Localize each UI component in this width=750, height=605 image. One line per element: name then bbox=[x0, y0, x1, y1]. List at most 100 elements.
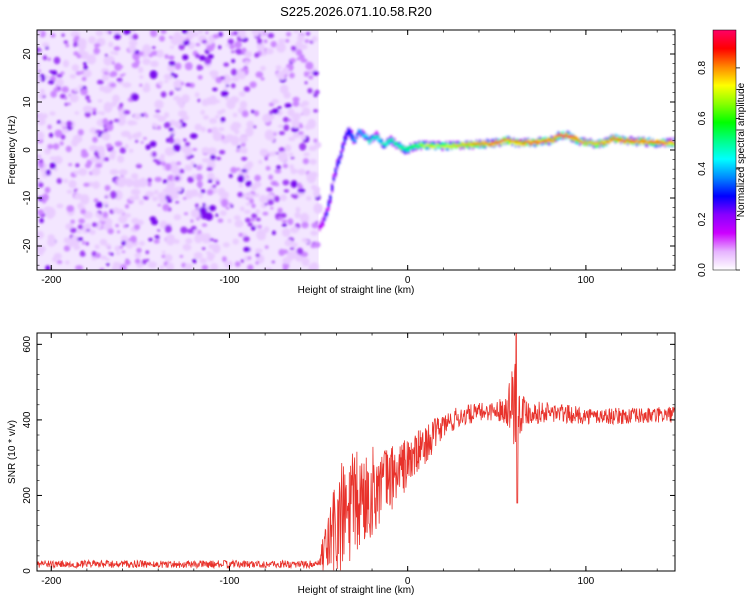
track-cell bbox=[642, 141, 645, 144]
track-cell bbox=[521, 143, 524, 145]
track-cell bbox=[612, 135, 615, 138]
noise-blob bbox=[232, 75, 240, 82]
noise-blob bbox=[211, 42, 216, 47]
track-cell bbox=[539, 142, 542, 144]
noise-blob bbox=[290, 180, 298, 188]
noise-blob bbox=[45, 169, 51, 176]
snr-panel: -200 -100 0 100 0 200 400 600 Height of straig… bbox=[7, 332, 676, 596]
track-cell bbox=[662, 140, 665, 144]
noise-blob bbox=[95, 201, 103, 208]
track-cell bbox=[357, 130, 360, 134]
noise-blob bbox=[121, 250, 126, 253]
noise-blob bbox=[56, 73, 63, 78]
track-cell bbox=[384, 141, 387, 145]
noise-blob bbox=[174, 120, 182, 129]
noise-blob bbox=[71, 64, 80, 72]
noise-blob bbox=[157, 203, 162, 207]
noise-blob bbox=[216, 156, 222, 161]
noise-blob bbox=[70, 219, 75, 224]
track-cell bbox=[364, 135, 367, 140]
track-cell bbox=[377, 135, 380, 138]
noise-blob bbox=[50, 90, 57, 98]
track-cell bbox=[322, 221, 325, 226]
track-cell bbox=[384, 144, 387, 147]
track-cell bbox=[503, 139, 506, 142]
track-cell bbox=[537, 140, 540, 143]
noise-blob bbox=[206, 252, 215, 262]
track-cell bbox=[373, 136, 376, 141]
track-cell bbox=[400, 145, 403, 149]
track-cell bbox=[577, 137, 580, 141]
noise-blob bbox=[92, 107, 97, 112]
track-cell bbox=[364, 134, 367, 137]
noise-blob bbox=[286, 32, 292, 37]
track-cell bbox=[641, 140, 644, 144]
colorbar-tick-label: 0.2 bbox=[697, 212, 708, 226]
track-cell bbox=[619, 137, 622, 141]
noise-blob bbox=[253, 30, 260, 37]
noise-blob bbox=[314, 141, 322, 149]
track-cell bbox=[671, 140, 674, 143]
noise-blob bbox=[173, 79, 183, 89]
track-cell bbox=[512, 139, 515, 142]
noise-blob bbox=[140, 141, 144, 144]
track-cell bbox=[388, 139, 391, 143]
track-cell bbox=[318, 224, 321, 230]
noise-blob bbox=[89, 229, 96, 235]
noise-blob bbox=[262, 31, 267, 35]
track-cell bbox=[441, 144, 444, 151]
noise-blob bbox=[240, 142, 246, 147]
noise-blob bbox=[42, 42, 50, 47]
noise-blob bbox=[247, 264, 254, 270]
noise-blob bbox=[308, 71, 312, 74]
noise-blob bbox=[122, 82, 132, 88]
track-cell bbox=[487, 144, 490, 146]
noise-blob bbox=[149, 216, 157, 222]
track-cell bbox=[466, 144, 469, 149]
track-cell bbox=[642, 138, 645, 142]
noise-blob bbox=[39, 159, 43, 164]
noise-blob bbox=[213, 239, 218, 243]
noise-blob bbox=[109, 72, 114, 78]
colorbar-tick-label: 0.0 bbox=[697, 263, 708, 277]
noise-blob bbox=[232, 121, 239, 129]
noise-blob bbox=[134, 49, 140, 55]
track-cell bbox=[427, 143, 430, 146]
noise-blob bbox=[153, 159, 157, 162]
track-cell bbox=[496, 142, 499, 146]
noise-blob bbox=[278, 38, 286, 44]
noise-blob bbox=[255, 71, 264, 78]
track-cell bbox=[475, 143, 478, 146]
track-cell bbox=[553, 135, 556, 139]
y-tick-label: 20 bbox=[22, 48, 33, 60]
noise-blob bbox=[148, 53, 153, 58]
noise-blob bbox=[215, 180, 220, 186]
noise-blob bbox=[250, 218, 256, 222]
noise-blob bbox=[170, 72, 175, 77]
noise-blob bbox=[305, 32, 311, 36]
track-cell bbox=[587, 141, 590, 143]
noise-blob bbox=[174, 175, 180, 181]
track-cell bbox=[372, 134, 375, 139]
noise-blob bbox=[284, 239, 293, 247]
noise-blob bbox=[183, 212, 189, 216]
noise-blob bbox=[244, 209, 251, 214]
noise-blob bbox=[134, 195, 140, 201]
noise-blob bbox=[161, 161, 166, 167]
noise-blob bbox=[145, 114, 149, 118]
track-cell bbox=[484, 141, 487, 145]
noise-blob bbox=[67, 102, 71, 106]
noise-blob bbox=[131, 121, 138, 125]
noise-blob bbox=[255, 209, 260, 215]
track-cell bbox=[386, 141, 389, 143]
noise-blob bbox=[88, 36, 96, 44]
noise-blob bbox=[181, 94, 190, 103]
noise-blob bbox=[268, 174, 274, 180]
noise-blob bbox=[95, 212, 100, 218]
noise-blob bbox=[245, 180, 252, 187]
x-tick-label: 100 bbox=[578, 576, 595, 587]
noise-blob bbox=[130, 235, 137, 244]
noise-blob bbox=[75, 71, 82, 76]
noise-blob bbox=[254, 52, 260, 58]
track-cell bbox=[534, 141, 537, 144]
